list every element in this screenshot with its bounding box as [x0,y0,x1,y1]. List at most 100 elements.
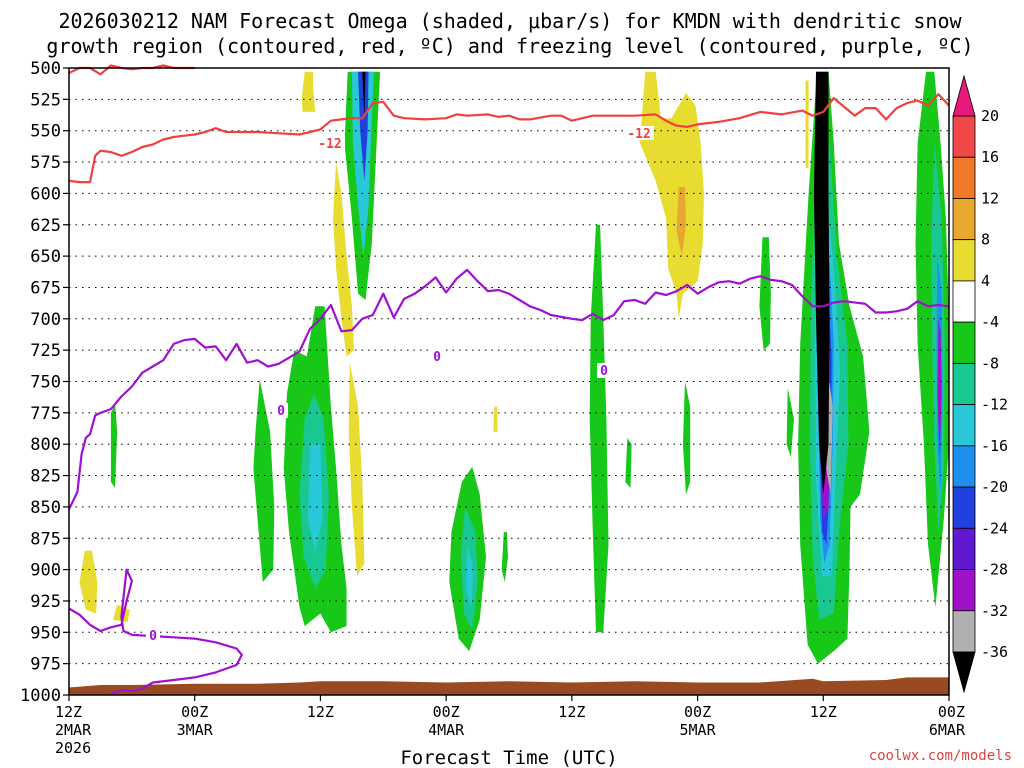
colorbar-bin--36-to--32 [952,610,976,653]
colorbar-bin-16-to-20 [952,115,976,158]
y-tick-label-725: 725 [30,341,61,361]
terrain-fill [69,677,949,695]
frz-label-bg-2 [430,349,444,364]
y-tick-label-525: 525 [30,90,61,110]
omega-region-neg-10 [759,237,771,351]
y-tick-label-750: 750 [30,373,61,393]
omega-region-pos-f [493,406,498,432]
y-tick-label-500: 500 [30,59,61,79]
y-tick-label-625: 625 [30,216,61,236]
omega-region-pos-b [333,162,354,357]
omega-shading [79,71,949,664]
x-tick-date-84: 6MAR [929,721,966,739]
x-tick-date-36: 4MAR [428,721,465,739]
colorbar-label--8: -8 [981,354,999,372]
frz-label-bg-1 [274,403,288,418]
terrain [69,677,949,695]
x-tick-date-0: 2MAR [55,721,92,739]
y-tick-label-1000: 1000 [20,686,61,706]
frz-label-bg-4 [146,628,160,643]
y-tick-label-700: 700 [30,310,61,330]
x-tick-time-84: 00Z [938,703,965,721]
x-tick-time-60: 00Z [684,703,711,721]
colorbar-label--36: -36 [981,643,1008,661]
colorbar-label-12: 12 [981,189,999,207]
frz-label-bg-3 [597,363,611,378]
credit-text: coolwx.com/models [869,748,1012,764]
colorbar: 20 16 12 8 4 -4 -8 -12 -16 -20 -24 -28 -32 -36 [952,74,1008,694]
colorbar-label--28: -28 [981,561,1008,579]
colorbar-label--32: -32 [981,602,1008,620]
colorbar-bottom-arrow [952,651,976,694]
omega-region-neg-4c [307,444,323,551]
y-tick-label-775: 775 [30,404,61,424]
colorbar-bin--24-to--20 [952,486,976,529]
chart-title-line-2: growth region (contoured, red, ºC) and f… [46,34,973,58]
frz-label-2: 0 [433,350,441,365]
plot-frame [68,67,950,696]
x-tick-time-24: 12Z [307,703,334,721]
omega-region-pos-a [301,71,316,112]
omega-region-neg-3 [253,379,275,583]
colorbar-top-arrow [952,74,976,117]
colorbar-label--20: -20 [981,478,1008,496]
omega-region-neg-11 [786,387,794,457]
y-tick-label-900: 900 [30,561,61,581]
y-tick-label-575: 575 [30,153,61,173]
dgz-label-bg-2 [624,126,654,140]
frz-label-4: 0 [149,629,157,644]
colorbar-label-4: 4 [981,272,990,290]
contour-labels: -12 -12 0 0 0 0 [146,126,654,644]
y-tick-label-875: 875 [30,529,61,549]
y-tick-label-550: 550 [30,122,61,142]
colorbar-bin-8-to-12 [952,198,976,241]
colorbar-label-8: 8 [981,231,990,249]
y-tick-label-825: 825 [30,467,61,487]
x-tick-year-0: 2026 [55,739,91,757]
chart-title-line-1: 2026030212 NAM Forecast Omega (shaded, μ… [58,9,962,33]
y-tick-label-800: 800 [30,435,61,455]
colorbar-bin--4-to-4 [952,280,976,323]
y-tick-label-850: 850 [30,498,61,518]
omega-region-pos-g [640,71,704,319]
omega-region-neg-7 [589,224,609,633]
dgz-label-bg-1 [315,136,345,150]
colorbar-bin--20-to--16 [952,445,976,488]
y-tick-label-925: 925 [30,592,61,612]
dgz-label-1: -12 [318,137,341,152]
colorbar-label--4: -4 [981,313,999,331]
omega-region-neg-6 [501,532,508,583]
omega-region-neg-5c [466,544,474,608]
omega-region-neg-13d [937,318,942,457]
colorbar-label--12: -12 [981,396,1008,414]
omega-region-neg-8 [625,437,632,489]
dgz-label-2: -12 [627,127,650,142]
y-tick-label-675: 675 [30,278,61,298]
frz-label-1: 0 [277,404,285,419]
x-tick-time-12: 00Z [181,703,208,721]
omega-region-pos-i [805,80,809,169]
colorbar-label-20: 20 [981,107,999,125]
x-axis-label: Forecast Time (UTC) [400,747,617,768]
freezing-level-contour [68,268,950,510]
freezing-level-loop [68,568,243,695]
omega-region-pos-h [676,187,686,257]
x-tick-date-60: 5MAR [680,721,717,739]
y-tick-label-950: 950 [30,623,61,643]
y-tick-label-650: 650 [30,247,61,267]
x-tick-date-12: 3MAR [177,721,214,739]
colorbar-bin--8-to--4 [952,321,976,364]
y-axis: 500 525 550 575 600 625 650 675 700 725 750 775 800 8… [20,59,69,706]
x-tick-time-48: 12Z [558,703,585,721]
colorbar-bin--12-to--8 [952,362,976,406]
omega-region-neg-12h [813,71,830,495]
omega-region-neg-1c [358,71,369,181]
omega-region-neg-1d [362,71,366,119]
colorbar-label--24: -24 [981,519,1008,537]
colorbar-label-16: 16 [981,148,999,166]
x-tick-time-36: 00Z [433,703,460,721]
x-tick-time-0: 12Z [55,703,82,721]
